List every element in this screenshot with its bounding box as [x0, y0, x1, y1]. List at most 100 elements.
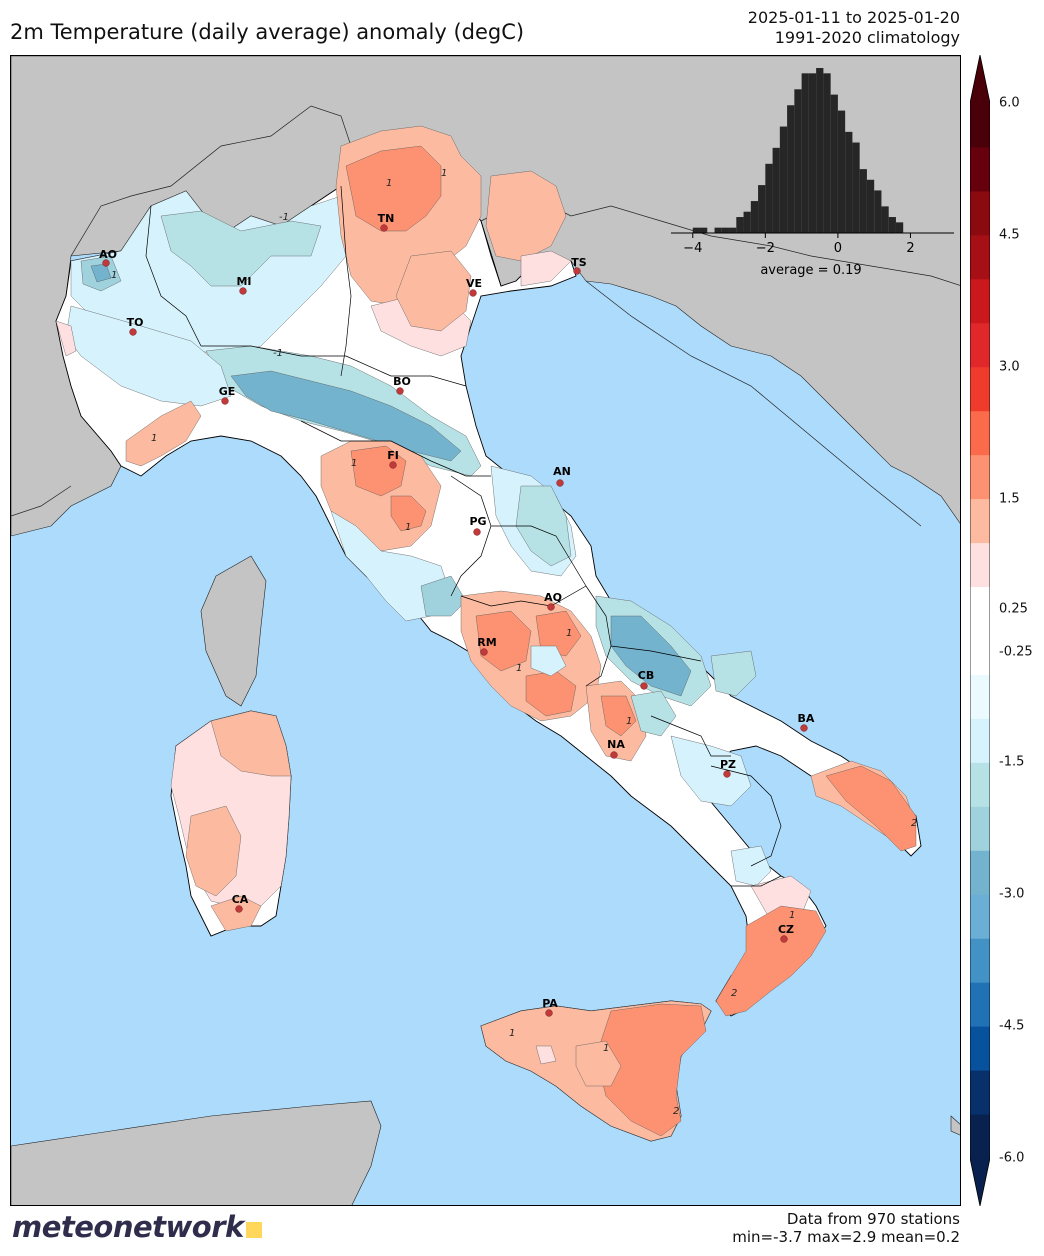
histogram-bar [700, 227, 708, 233]
contour-label: 1 [386, 178, 392, 189]
histogram-bar [750, 201, 759, 233]
station-dot-an [556, 479, 564, 487]
histogram-tick-label: 2 [906, 241, 914, 256]
colorbar-tick-label: 6.0 [999, 95, 1020, 111]
station-label: PG [469, 515, 486, 528]
period-header: 2025-01-11 to 2025-01-20 1991-2020 clima… [748, 8, 960, 48]
contour-label: 2 [673, 1106, 679, 1117]
colorbar-segment [970, 366, 990, 412]
station-dot-cz [780, 935, 788, 943]
histogram-bar [779, 126, 788, 233]
histogram-bar [758, 185, 766, 233]
station-label: PA [542, 997, 558, 1010]
colorbar-segment [970, 103, 990, 148]
contour-label: 1 [111, 270, 117, 281]
station-dot-fi [389, 461, 397, 469]
station-label: TS [571, 256, 587, 269]
histogram-tick-label: 0 [834, 241, 842, 256]
colorbar-segment [970, 630, 990, 675]
histogram-bar [881, 206, 889, 233]
histogram-bar [787, 105, 795, 233]
histogram-bar [859, 169, 867, 233]
station-label: MI [236, 275, 251, 288]
histogram-bars [692, 68, 904, 234]
colorbar-segment [970, 1114, 990, 1159]
colorbar-segments [970, 55, 990, 1206]
anomaly-map[interactable]: 1 -1 -1 1 1 1 1 1 1 2 1 1 1 2 1 1 2 [10, 55, 961, 1206]
colorbar-tick-label: -3.0 [999, 886, 1025, 902]
colorbar-segment [970, 542, 990, 588]
station-dot-aq [547, 603, 555, 611]
histogram-bar [772, 147, 780, 233]
histogram-bar [823, 73, 831, 234]
colorbar-segment [970, 454, 990, 500]
colorbar-segment [970, 938, 990, 983]
contour-label: 1 [516, 663, 522, 674]
station-label: TN [378, 212, 395, 225]
station-label: FI [387, 449, 399, 462]
station-label: CZ [778, 923, 794, 936]
colorbar-segment [970, 498, 990, 544]
colorbar-segment [970, 718, 990, 763]
colorbar-tick-label: 1.5 [999, 491, 1020, 507]
colorbar-segment [970, 278, 990, 324]
brand-logo: meteonetwork [12, 1210, 262, 1244]
station-dot-pa [545, 1009, 553, 1017]
station-label: BO [393, 375, 411, 388]
colorbar-segment [970, 674, 990, 719]
brand-name: meteonetwork [12, 1210, 244, 1244]
colorbar-tick-label: -0.25 [999, 644, 1033, 660]
colorbar-segment [970, 1070, 990, 1115]
colorbar-extend-high [970, 55, 990, 103]
colorbar [970, 55, 990, 1206]
colorbar-segment [970, 806, 990, 851]
contour-label: 1 [151, 433, 157, 444]
station-label: AN [553, 465, 571, 478]
station-dot-pz [723, 770, 731, 778]
colorbar-segment [970, 410, 990, 456]
histogram-bar [866, 179, 875, 233]
histogram-bar [765, 163, 773, 233]
colorbar-segment [970, 586, 990, 631]
period-dates: 2025-01-11 to 2025-01-20 [747, 8, 960, 27]
colorbar-segment [970, 322, 990, 368]
contour-label: 2 [911, 818, 917, 829]
contour-label: -1 [273, 348, 283, 359]
colorbar-segment [970, 234, 990, 280]
colorbar-tick-label: 3.0 [999, 359, 1020, 375]
station-dot-ba [800, 724, 808, 732]
contour-label: -1 [279, 212, 289, 223]
region-boundaries [145, 185, 782, 887]
station-markers [102, 224, 808, 1017]
station-dot-ve [469, 289, 477, 297]
histogram-bar [808, 73, 817, 234]
colorbar-segment [970, 850, 990, 895]
histogram-bar [736, 217, 744, 233]
colorbar-segment [970, 894, 990, 939]
climatology-label: 1991-2020 climatology [774, 28, 960, 47]
histogram-bar [830, 94, 838, 233]
station-dot-mi [239, 287, 247, 295]
station-dot-tn [380, 224, 388, 232]
contour-label: 1 [566, 628, 572, 639]
colorbar-tick-label: 0.25 [999, 601, 1028, 617]
contour-labels: 1 -1 -1 1 1 1 1 1 1 2 1 1 1 2 1 1 2 [111, 168, 917, 1117]
anomaly-shading [55, 125, 917, 1142]
station-label: TO [127, 316, 144, 329]
contour-label: 1 [626, 716, 632, 727]
colorbar-segment [970, 190, 990, 236]
contour-label: 1 [405, 522, 411, 533]
station-dot-cb [640, 682, 648, 690]
station-dot-ts [573, 267, 581, 275]
contour-label: 1 [603, 1043, 609, 1054]
station-dot-na [610, 751, 618, 759]
station-dot-to [129, 328, 137, 336]
station-label: PZ [720, 758, 736, 771]
contour-label: 1 [441, 168, 447, 179]
station-label: CB [638, 669, 654, 682]
colorbar-tick-label: -4.5 [999, 1018, 1025, 1034]
station-label: AQ [544, 591, 562, 604]
histogram-bar [888, 217, 896, 233]
contour-label: 1 [351, 458, 357, 469]
map-canvas: 1 -1 -1 1 1 1 1 1 1 2 1 1 1 2 1 1 2 [11, 56, 960, 1205]
